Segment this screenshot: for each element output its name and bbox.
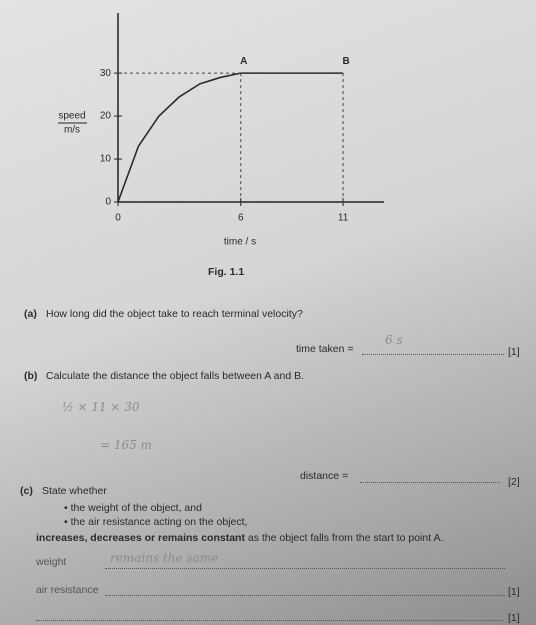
- bullet-text: the weight of the object, and: [70, 502, 202, 514]
- prompt: air resistance: [36, 584, 99, 596]
- instruction: increases, decreases or remains constant…: [36, 532, 443, 544]
- chart: 0 10 20 30 0 6 11 speed m/s time / s A B: [58, 13, 384, 248]
- prompt: distance =: [300, 470, 349, 482]
- answer-line: [360, 482, 500, 483]
- q-label: (b): [24, 370, 38, 382]
- curve: [117, 72, 344, 203]
- point-label: B: [342, 56, 349, 67]
- answer-line: [362, 354, 504, 355]
- bullet: • the weight of the object, and: [64, 502, 202, 514]
- q-text: State whether: [42, 485, 107, 497]
- answer-line: [105, 568, 505, 569]
- prompt: weight: [36, 556, 67, 568]
- bullet-text: the air resistance acting on the object,: [70, 516, 248, 528]
- bullet: • the air resistance acting on the objec…: [64, 516, 248, 528]
- x-label: time / s: [224, 237, 256, 248]
- marks: [2]: [508, 476, 520, 488]
- point-label: A: [240, 56, 247, 67]
- x-tick-label: 11: [338, 213, 349, 224]
- working: ½ × 11 × 30: [62, 400, 140, 414]
- caption: Fig. 1.1: [208, 266, 245, 278]
- marks: [1]: [508, 346, 520, 358]
- y-tick-label: 20: [100, 111, 112, 122]
- answer-line: [105, 595, 505, 596]
- answer: 6 s: [385, 333, 403, 347]
- answer: remains the same: [110, 551, 219, 565]
- y-unit: m/s: [64, 125, 80, 136]
- q-text: Calculate the distance the object falls …: [46, 370, 305, 382]
- y-tick-label: 30: [100, 68, 112, 79]
- instruction-text: as the object falls from the start to po…: [244, 532, 444, 544]
- marks: [1]: [508, 586, 520, 598]
- y-tick-label: 0: [105, 197, 111, 208]
- x-tick-label: 0: [115, 213, 121, 224]
- marks: [1]: [508, 612, 520, 624]
- working: = 165 m: [100, 438, 152, 452]
- y-label: speed: [58, 111, 85, 122]
- q-label: (c): [20, 485, 33, 497]
- prompt: time taken =: [296, 343, 354, 355]
- y-tick-label: 10: [100, 154, 112, 165]
- q-label: (a): [24, 308, 37, 320]
- q-text: How long did the object take to reach te…: [46, 308, 303, 320]
- answer-line: [36, 620, 504, 621]
- instruction-bold: increases, decreases or remains constant: [36, 532, 245, 544]
- x-tick-label: 6: [238, 213, 244, 224]
